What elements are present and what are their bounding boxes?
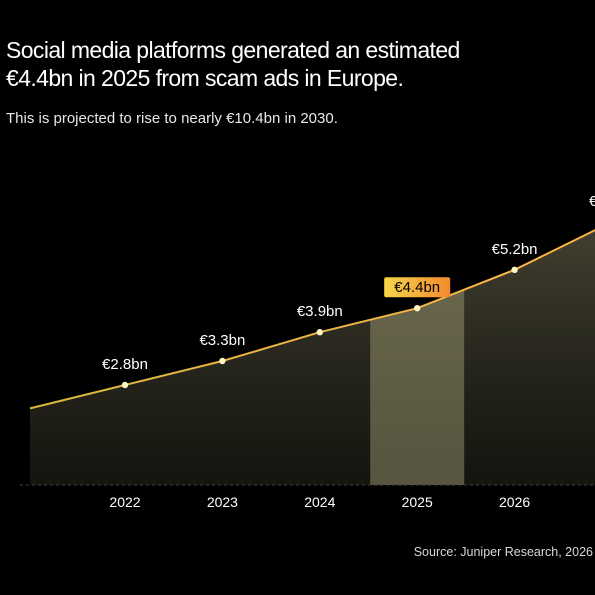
data-point xyxy=(511,266,518,273)
source-note: Source: Juniper Research, 2026 xyxy=(413,545,593,559)
title-line-1: Social media platforms generated an esti… xyxy=(6,37,460,63)
chart-marks: 2022 €2.8bn 2023 €3.3bn 2024 €3.9bn 2025 €4.4bn… xyxy=(102,193,595,510)
x-tick-label: 2022 xyxy=(109,494,140,510)
area-fill xyxy=(30,230,595,485)
data-point xyxy=(414,305,421,312)
chart-title: Social media platforms generated an esti… xyxy=(6,36,591,92)
x-tick-label: 2026 xyxy=(499,494,530,510)
data-label: €2.8bn xyxy=(102,356,148,373)
series-line xyxy=(29,229,595,410)
x-tick-label: 2025 xyxy=(402,494,433,510)
x-tick-label: 2024 xyxy=(304,494,335,510)
data-point xyxy=(219,357,226,365)
title-line-2: €4.4bn in 2025 from scam ads in Europe. xyxy=(6,65,404,91)
highlight-label-bg xyxy=(384,277,451,298)
data-label: €3.3bn xyxy=(199,332,245,349)
data-point xyxy=(316,329,323,336)
data-label: €6.2bn xyxy=(589,193,595,210)
data-label: €5.2bn xyxy=(492,241,538,258)
data-label: €3.9bn xyxy=(297,303,343,320)
chart-subtitle: This is projected to rise to nearly €10.… xyxy=(6,110,338,127)
data-point xyxy=(121,381,129,389)
x-tick-label: 2023 xyxy=(207,494,238,510)
highlight-data-label: €4.4bn xyxy=(394,279,440,296)
